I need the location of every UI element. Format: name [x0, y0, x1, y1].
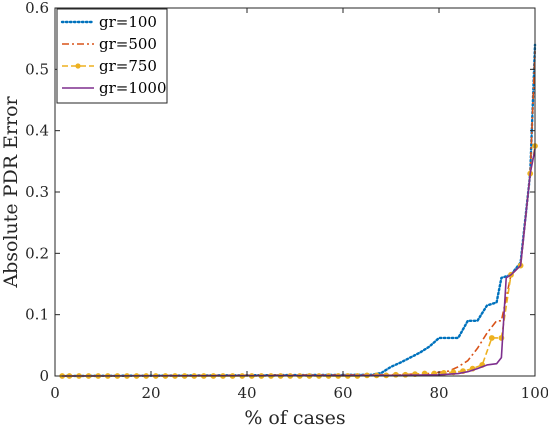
data-point [488, 335, 495, 341]
series-line [62, 148, 536, 377]
legend-label: gr=750 [99, 57, 157, 75]
x-tick-label: 80 [429, 384, 448, 402]
y-tick-label: 0.2 [25, 244, 49, 262]
legend-entry: gr=750 [62, 57, 157, 75]
series-line [62, 145, 536, 377]
y-tick-label: 0 [39, 367, 49, 385]
y-tick-label: 0.5 [25, 60, 49, 78]
x-tick-label: 20 [141, 384, 160, 402]
y-tick-label: 0.3 [25, 183, 49, 201]
legend-label: gr=1000 [99, 79, 167, 97]
legend-entry: gr=500 [62, 35, 157, 53]
x-tick-label: 100 [521, 384, 548, 402]
legend-entry: gr=1000 [62, 79, 167, 97]
series-gr-750 [59, 143, 538, 379]
x-axis-label: % of cases [244, 407, 345, 429]
x-tick-label: 0 [50, 384, 60, 402]
legend-label: gr=100 [99, 13, 157, 31]
y-tick-label: 0.1 [25, 306, 49, 324]
legend-marker [75, 63, 81, 69]
y-tick-label: 0.6 [25, 0, 49, 17]
x-tick-label: 40 [237, 384, 256, 402]
series-gr-1000 [62, 148, 536, 377]
ticks-layer: 0 20 40 60 80 100 0 0.1 0.2 0.3 0.4 0.5 0.6 [25, 0, 548, 402]
x-tick-label: 60 [333, 384, 352, 402]
y-tick-label: 0.4 [25, 122, 49, 140]
y-axis-label: Absolute PDR Error [0, 95, 22, 288]
legend-label: gr=500 [99, 35, 157, 53]
legend-entry: gr=100 [60, 13, 157, 31]
legend: gr=100 gr=500 gr=750 gr=1000 [56, 8, 168, 104]
